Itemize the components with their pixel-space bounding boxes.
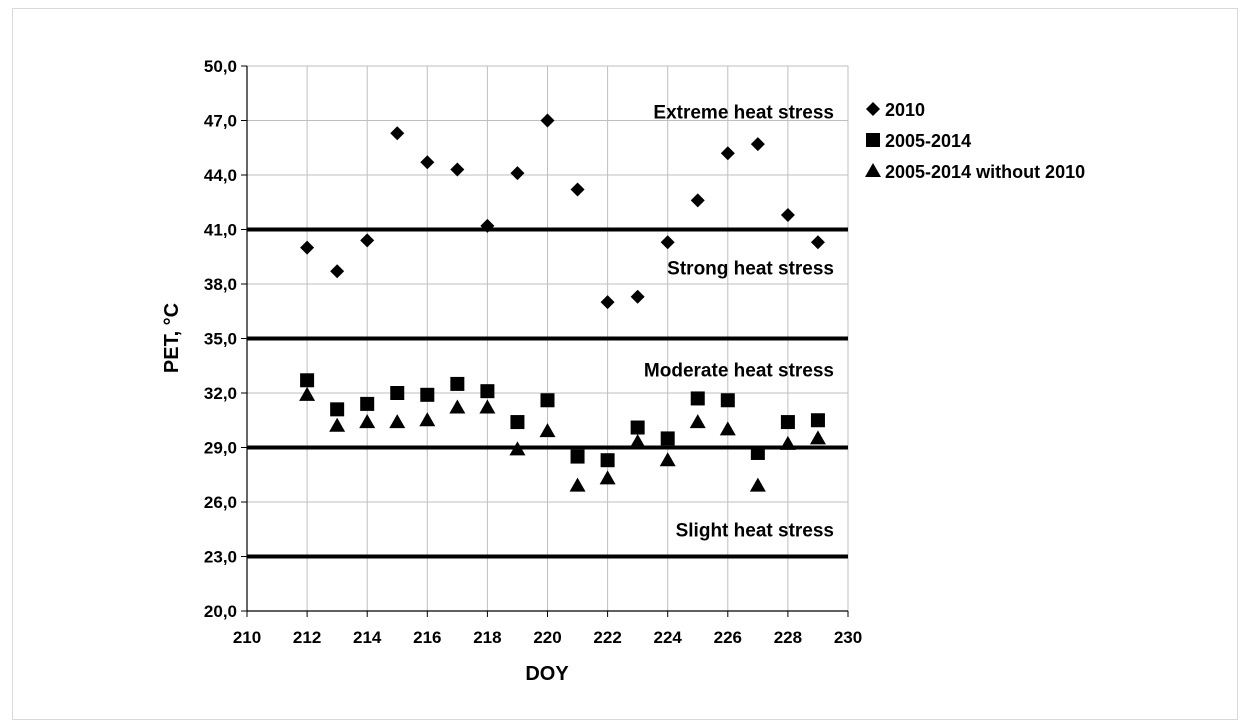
- data-points: [299, 113, 826, 492]
- legend-label: 2005-2014: [885, 131, 971, 151]
- point-triangle: [689, 414, 706, 429]
- point-triangle: [629, 434, 646, 449]
- point-square: [420, 387, 435, 402]
- y-axis-label: PET, °C: [161, 303, 183, 373]
- x-tick-label: 216: [413, 628, 441, 647]
- point-diamond: [480, 218, 495, 233]
- point-triangle: [569, 477, 586, 492]
- point-square: [810, 413, 825, 428]
- point-diamond: [570, 182, 585, 197]
- point-diamond: [750, 137, 765, 152]
- point-triangle: [329, 417, 346, 432]
- y-tick-label: 32,0: [204, 384, 237, 403]
- point-diamond: [810, 235, 825, 250]
- point-triangle: [539, 423, 556, 438]
- axes: 210 212 214 216 218 220 222 224 226 228 230 20,0 23,…: [204, 57, 862, 647]
- point-diamond: [780, 207, 795, 222]
- point-square: [390, 386, 405, 400]
- point-square: [720, 393, 735, 408]
- y-tick-label: 41,0: [204, 221, 237, 240]
- point-diamond: [720, 146, 735, 161]
- point-diamond: [690, 193, 705, 208]
- chart-frame: [12, 8, 1238, 720]
- zone-label: Slight heat stress: [676, 520, 834, 541]
- point-triangle: [509, 441, 526, 456]
- x-tick-label: 224: [654, 628, 683, 647]
- point-square: [360, 396, 375, 411]
- point-triangle: [719, 421, 736, 436]
- point-diamond: [630, 289, 645, 304]
- legend-label: 2010: [885, 100, 925, 120]
- point-triangle: [779, 435, 796, 450]
- point-square: [330, 402, 345, 417]
- y-tick-label: 38,0: [204, 275, 237, 294]
- y-tick-label: 23,0: [204, 548, 237, 567]
- x-tick-label: 212: [293, 628, 321, 647]
- legend: 2010 2005-2014 2005-2014 without 2010: [865, 100, 1085, 182]
- zone-label: Extreme heat stress: [653, 102, 834, 123]
- legend-label: 2005-2014 without 2010: [885, 162, 1085, 182]
- x-tick-label: 214: [353, 628, 382, 647]
- point-square: [540, 393, 555, 408]
- y-tick-label: 20,0: [204, 602, 237, 621]
- threshold-lines: [247, 227, 848, 559]
- y-tick-label: 35,0: [204, 330, 237, 349]
- legend-marker-triangle: [865, 163, 881, 177]
- point-square: [480, 384, 495, 399]
- x-tick-label: 210: [233, 628, 261, 647]
- zone-labels: Extreme heat stress Strong heat stress Mod…: [644, 102, 834, 541]
- point-triangle: [449, 399, 466, 414]
- point-diamond: [540, 113, 555, 128]
- x-tick-label: 226: [714, 628, 742, 647]
- y-tick-label: 44,0: [204, 166, 237, 185]
- y-tick-label: 26,0: [204, 493, 237, 512]
- point-diamond: [660, 235, 675, 250]
- point-square: [660, 431, 675, 446]
- point-triangle: [419, 412, 436, 427]
- point-square: [300, 373, 315, 388]
- zone-label: Moderate heat stress: [644, 360, 834, 381]
- point-square: [510, 415, 525, 430]
- point-triangle: [299, 386, 316, 401]
- point-square: [630, 420, 645, 435]
- point-diamond: [450, 162, 465, 177]
- point-triangle: [809, 430, 826, 445]
- y-tick-label: 50,0: [204, 57, 237, 76]
- x-tick-label: 230: [834, 628, 862, 647]
- point-triangle: [659, 452, 676, 467]
- point-triangle: [479, 399, 496, 414]
- point-square: [690, 391, 705, 406]
- point-diamond: [360, 233, 375, 248]
- point-triangle: [359, 414, 376, 429]
- point-square: [450, 376, 465, 391]
- point-diamond: [420, 155, 435, 170]
- y-tick-label: 29,0: [204, 439, 237, 458]
- x-axis-label: DOY: [525, 663, 569, 685]
- point-triangle: [749, 477, 766, 492]
- x-tick-label: 228: [774, 628, 802, 647]
- point-diamond: [300, 240, 315, 255]
- point-triangle: [599, 470, 616, 485]
- point-square: [780, 415, 795, 430]
- y-tick-label: 47,0: [204, 112, 237, 131]
- zone-label: Strong heat stress: [667, 259, 834, 280]
- point-diamond: [510, 166, 525, 181]
- point-triangle: [389, 414, 406, 429]
- legend-marker-diamond: [866, 102, 880, 116]
- legend-marker-square: [866, 133, 880, 147]
- point-square: [570, 449, 585, 464]
- point-square: [600, 453, 615, 468]
- x-tick-label: 218: [473, 628, 501, 647]
- point-diamond: [600, 295, 615, 310]
- point-diamond: [390, 126, 405, 141]
- point-square: [750, 445, 765, 460]
- x-tick-label: 220: [533, 628, 561, 647]
- x-tick-label: 222: [593, 628, 621, 647]
- point-diamond: [330, 264, 345, 279]
